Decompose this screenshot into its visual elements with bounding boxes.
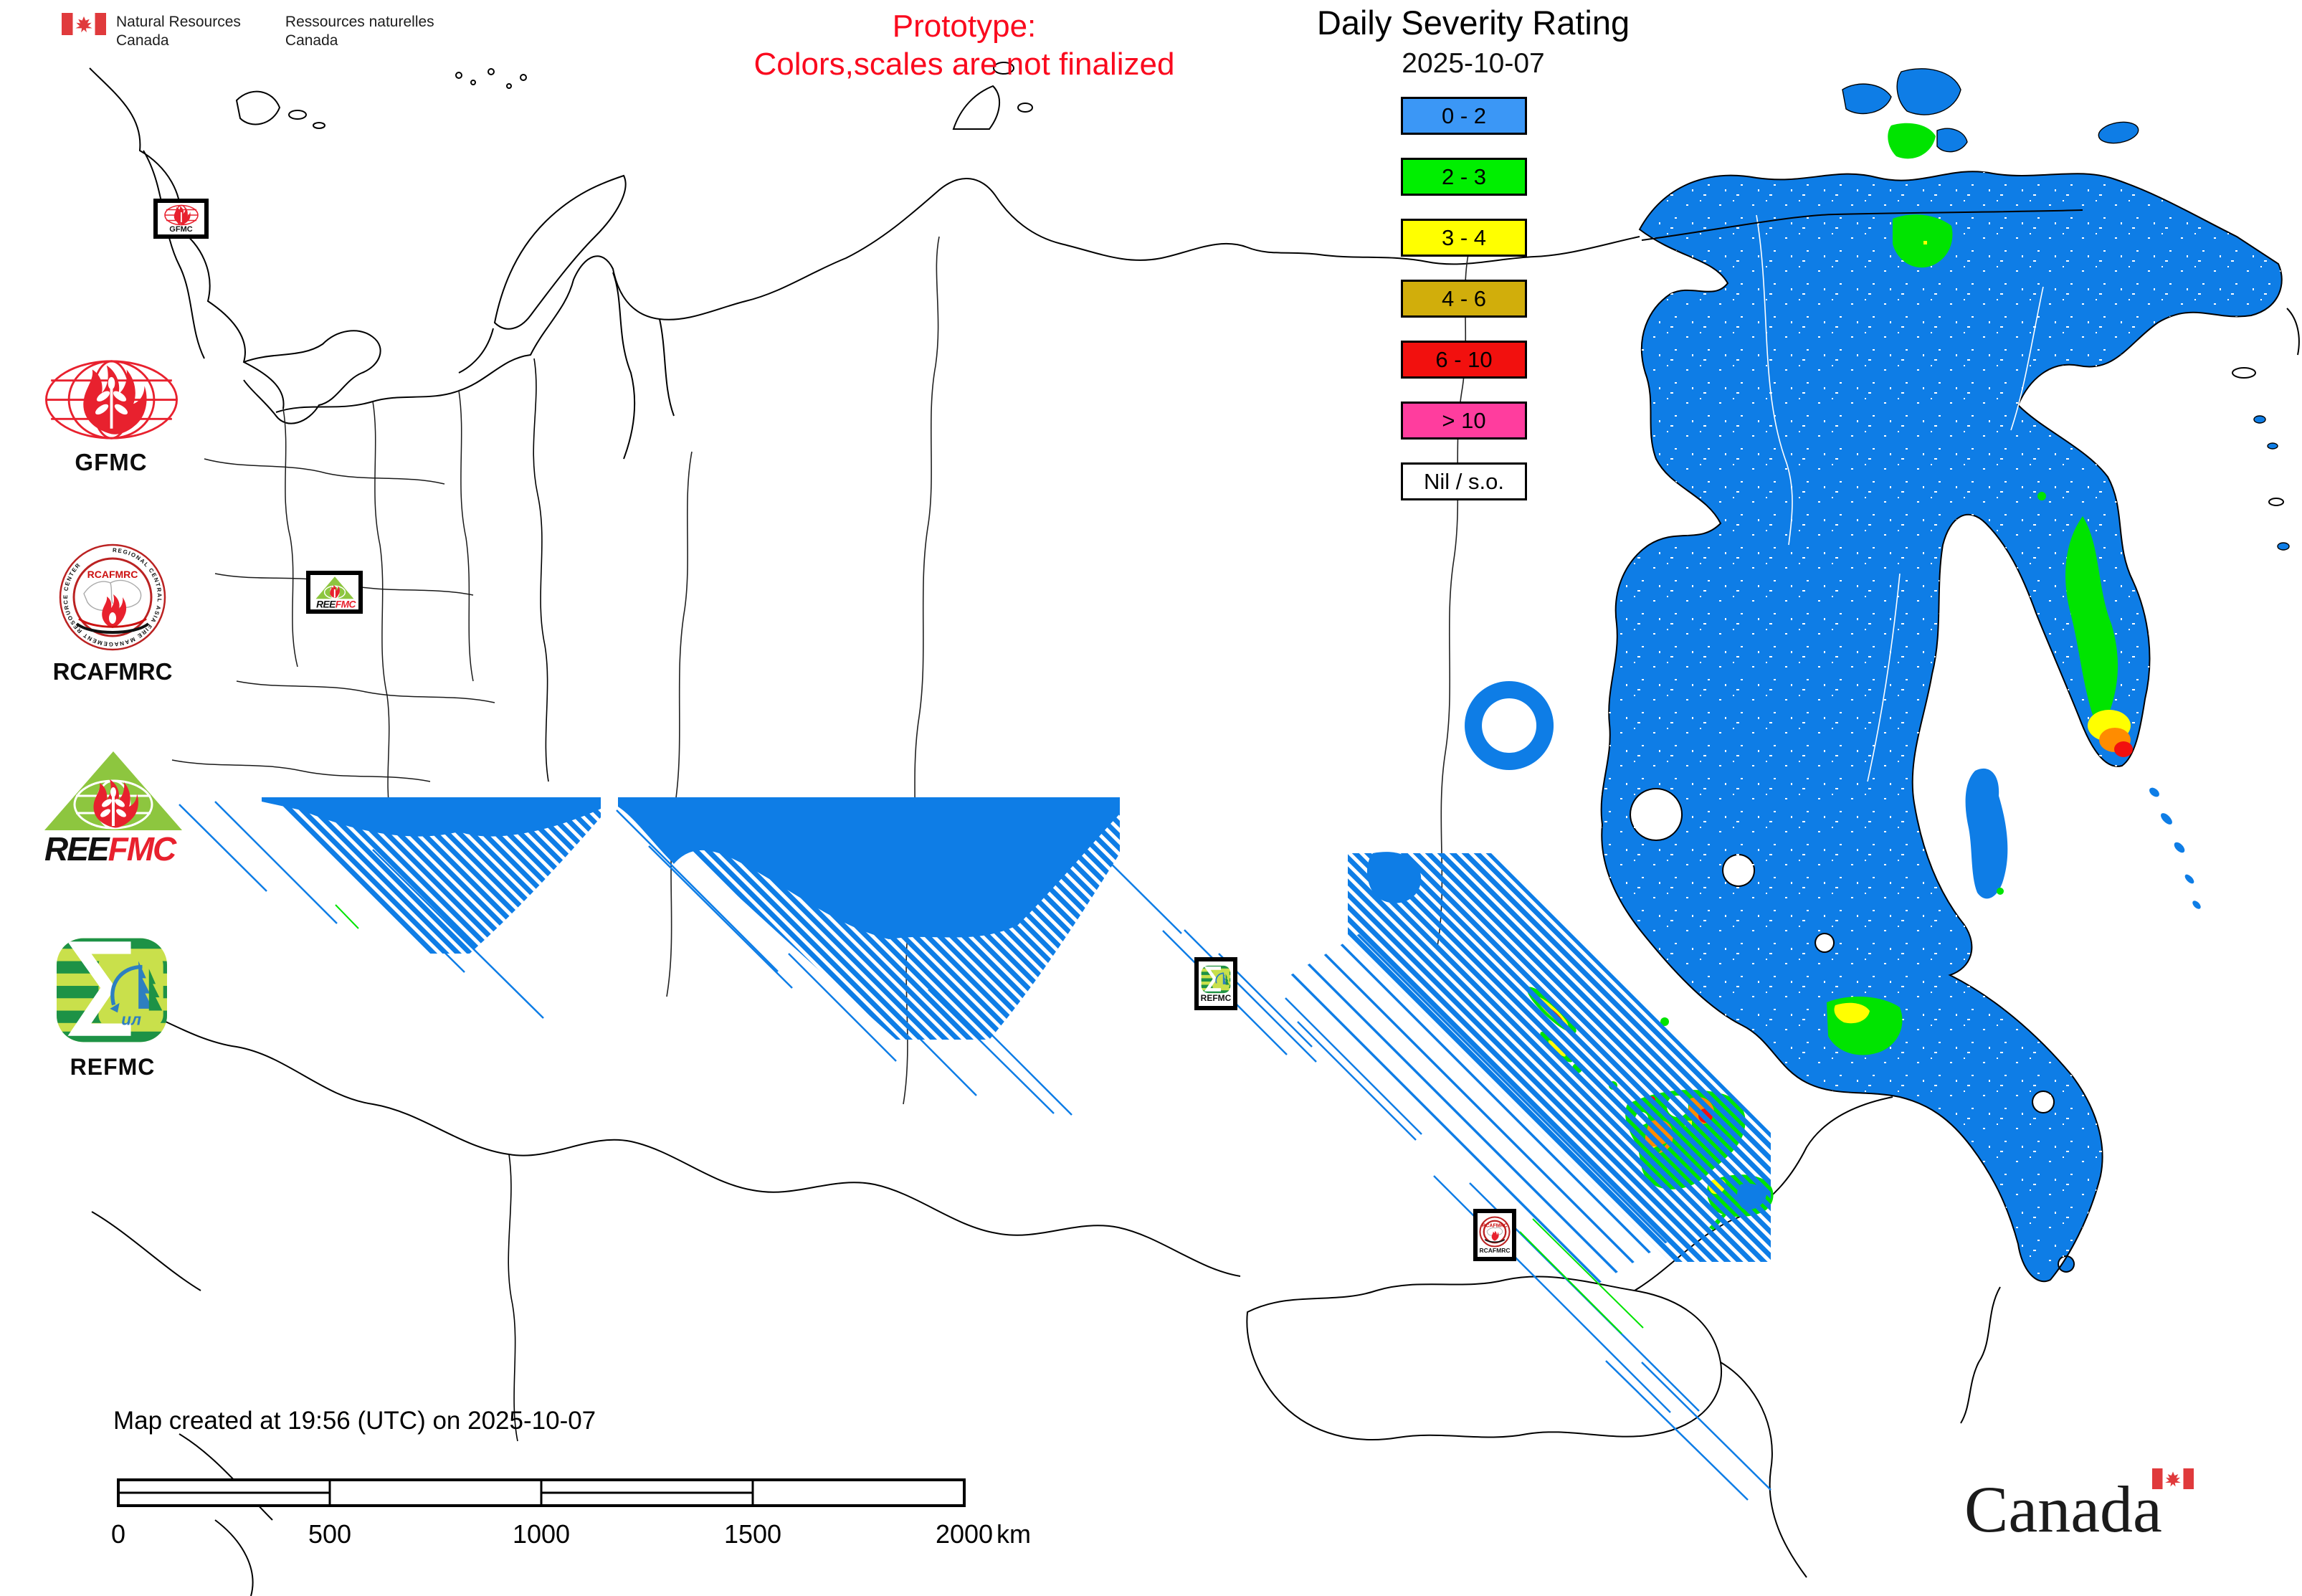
legend: 0 - 2 2 - 3 3 - 4 4 - 6 6 - 10 > 10 Nil …: [1401, 97, 1527, 523]
svg-text:RCAFMRC: RCAFMRC: [87, 569, 138, 580]
legend-title: Daily Severity Rating: [1316, 4, 1630, 42]
rcafmrc-map-marker: RCAFMRC RCAFMRC: [1473, 1209, 1516, 1261]
svg-text:REEFMC: REEFMC: [316, 599, 356, 609]
svg-text:REEFMC: REEFMC: [44, 830, 177, 865]
nrcan-signature: Natural Resources Canada Ressources natu…: [62, 13, 434, 50]
scale-tick-500: 500: [308, 1519, 351, 1549]
refmc-map-marker: REFMC: [1194, 957, 1237, 1010]
gfmc-map-marker: GFMC: [153, 199, 209, 239]
svg-text:ил: ил: [121, 1010, 141, 1028]
streak-bands: [179, 797, 1771, 1501]
legend-item-gt10: > 10: [1401, 402, 1527, 440]
gfmc-logo-label: GFMC: [75, 449, 148, 475]
scale-tick-1000: 1000: [513, 1519, 570, 1549]
reefmc-map-marker: REEFMC: [306, 571, 363, 614]
nrcan-english: Natural Resources Canada: [116, 14, 241, 49]
legend-header: Daily Severity Rating 2025-10-07: [1305, 3, 1642, 80]
refmc-logo: ил: [57, 938, 167, 1042]
rcafmrc-logo: REGIONAL CENTRAL ASIA FIRE MANAGEMENT RE…: [59, 543, 166, 651]
refmc-logo-label: REFMC: [70, 1054, 156, 1080]
legend-item-0-2: 0 - 2: [1401, 97, 1527, 135]
country-outlines: [89, 62, 2300, 1596]
reefmc-logo: REEFMC: [44, 751, 182, 865]
prototype-notice: Prototype: Colors,scales are not finaliz…: [753, 9, 1175, 82]
svg-text:RCAFMRC: RCAFMRC: [1482, 1224, 1508, 1229]
canada-wordmark: Canada: [1964, 1467, 2222, 1553]
created-timestamp: Map created at 19:56 (UTC) on 2025-10-07: [113, 1407, 596, 1435]
canada-wordmark-flag-icon: [2152, 1468, 2194, 1489]
canada-wordmark-text: Canada: [1964, 1473, 2162, 1546]
scale-tick-2000: 2000: [936, 1519, 993, 1549]
legend-item-nil: Nil / s.o.: [1401, 462, 1527, 500]
nrcan-french: Ressources naturelles Canada: [285, 14, 434, 49]
canada-flag-icon: [62, 13, 106, 35]
legend-item-3-4: 3 - 4: [1401, 219, 1527, 257]
scale-tick-0: 0: [111, 1519, 125, 1549]
legend-item-4-6: 4 - 6: [1401, 280, 1527, 318]
gfmc-logo: [45, 360, 178, 440]
rcafmrc-logo-label: RCAFMRC: [52, 658, 173, 685]
legend-date: 2025-10-07: [1402, 48, 1545, 79]
dsr-raster-east: [1465, 68, 2290, 1282]
scale-tick-1500: 1500: [724, 1519, 781, 1549]
scale-unit: km: [997, 1519, 1031, 1549]
legend-item-2-3: 2 - 3: [1401, 158, 1527, 196]
legend-item-6-10: 6 - 10: [1401, 341, 1527, 379]
scale-bar: 0 500 1000 1500 2000 km: [111, 1478, 1031, 1549]
